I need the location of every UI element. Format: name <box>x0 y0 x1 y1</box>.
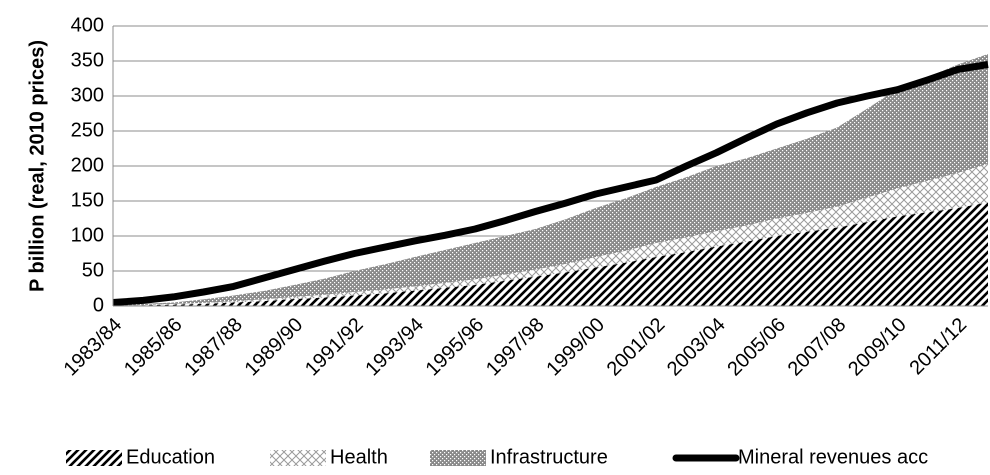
x-tick-label: 1999/00 <box>542 314 609 381</box>
y-axis-label: P billion (real, 2010 prices) <box>26 40 48 292</box>
x-tick-label: 2001/02 <box>603 314 670 381</box>
x-tick-label: 2007/08 <box>784 314 851 381</box>
legend-label: Health <box>330 446 388 468</box>
legend-swatch <box>270 450 326 466</box>
y-tick-label: 250 <box>71 119 104 141</box>
legend-label: Mineral revenues acc <box>738 446 928 468</box>
x-tick-label: 1997/98 <box>482 314 549 381</box>
y-tick-label: 0 <box>93 294 104 316</box>
x-tick-label: 2003/04 <box>663 314 730 381</box>
x-tick-label: 2005/06 <box>723 314 790 381</box>
x-tick-label: 1985/86 <box>120 314 187 381</box>
y-tick-label: 200 <box>71 154 104 176</box>
x-tick-label: 1991/92 <box>301 314 368 381</box>
x-tick-label: 1987/88 <box>180 314 247 381</box>
x-tick-label: 2009/10 <box>844 314 911 381</box>
legend-label: Infrastructure <box>490 446 608 468</box>
line <box>112 61 989 306</box>
x-tick-label: 1989/90 <box>241 314 308 381</box>
y-tick-label: 100 <box>71 224 104 246</box>
legend-label: Education <box>126 446 215 468</box>
legend-swatch <box>66 450 122 466</box>
x-tick-label: 1995/96 <box>422 314 489 381</box>
area <box>113 54 988 306</box>
x-tick-label: 2011/12 <box>905 314 971 380</box>
y-tick-label: 400 <box>71 14 104 36</box>
y-tick-label: 350 <box>71 49 104 71</box>
legend-swatch <box>430 450 486 466</box>
area <box>113 202 988 306</box>
y-tick-label: 50 <box>82 259 104 281</box>
y-tick-label: 300 <box>71 84 104 106</box>
y-tick-label: 150 <box>71 189 104 211</box>
x-tick-label: 1993/94 <box>361 314 428 381</box>
x-tick-label: 1983/84 <box>60 314 127 381</box>
